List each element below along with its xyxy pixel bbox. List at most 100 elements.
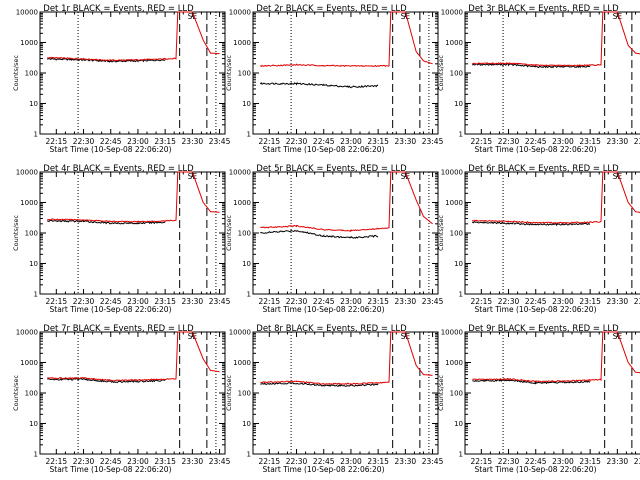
x-axis-label: Start Time (10-Sep-08 22:06:20) (263, 305, 385, 314)
y-tick-label: 1 (247, 291, 251, 299)
y-tick-label: 1 (34, 291, 38, 299)
x-tick-label: 23:30 (182, 297, 204, 306)
x-tick-label: 22:45 (313, 457, 335, 466)
y-tick-label: 10 (29, 260, 38, 268)
y-axis-label: Counts/sec (12, 375, 20, 411)
events-series-line (46, 219, 166, 225)
lld-series-line (47, 331, 220, 382)
y-tick-label: 10000 (441, 9, 463, 17)
x-tick-label: 22:45 (100, 297, 122, 306)
x-tick-label: 22:30 (286, 297, 308, 306)
events-series-line (471, 62, 591, 69)
x-tick-label: 23:00 (552, 137, 574, 146)
y-axis-label: Counts/sec (437, 215, 445, 251)
lld-series-line (259, 11, 433, 68)
y-tick-label: 10 (242, 100, 251, 108)
y-tick-label: 1 (459, 131, 463, 139)
x-tick-label: 23:15 (579, 297, 601, 306)
y-axis-label: Counts/sec (437, 375, 445, 411)
panel-det-6: Det 6r BLACK = Events, RED = LLD Counts/s… (437, 164, 640, 314)
panel-det-2: Det 2r BLACK = Events, RED = LLD Counts/s… (225, 4, 444, 154)
y-tick-label: 1000 (20, 39, 38, 47)
y-tick-label: 10000 (16, 169, 38, 177)
x-axis-label: Start Time (10-Sep-08 22:06:20) (475, 145, 597, 154)
panel-det-7: Det 7r BLACK = Events, RED = LLD Counts/s… (12, 324, 231, 474)
lld-series-line (260, 171, 433, 233)
plot-frame (464, 331, 640, 455)
x-tick-label: 22:15 (46, 297, 68, 306)
y-tick-label: 10 (29, 420, 38, 428)
x-tick-label: 23:00 (552, 457, 574, 466)
se-marker: SE (188, 12, 198, 21)
x-tick-label: 23:15 (154, 297, 176, 306)
y-tick-label: 10000 (16, 9, 38, 17)
x-tick-label: 22:30 (498, 137, 520, 146)
x-axis-label: Start Time (10-Sep-08 22:06:20) (50, 305, 172, 314)
x-tick-label: 22:30 (498, 457, 520, 466)
se-marker: SE (401, 172, 411, 181)
x-tick-label: 23:45 (422, 297, 444, 306)
x-tick-label: 23:30 (607, 297, 629, 306)
y-axis-label: Counts/sec (437, 55, 445, 91)
panel-det-5: Det 5r BLACK = Events, RED = LLD Counts/s… (225, 164, 444, 314)
y-tick-label: 1 (459, 451, 463, 459)
x-axis-label: Start Time (10-Sep-08 22:06:20) (475, 305, 597, 314)
x-tick-label: 22:15 (46, 457, 68, 466)
se-marker: SE (188, 172, 198, 181)
x-tick-label: 22:45 (525, 137, 547, 146)
panel-det-4: Det 4r BLACK = Events, RED = LLD Counts/s… (12, 164, 231, 314)
x-tick-label: 22:30 (73, 137, 95, 146)
y-tick-label: 10 (242, 260, 251, 268)
x-tick-label: 22:45 (525, 297, 547, 306)
y-axis-label: Counts/sec (225, 215, 233, 251)
x-tick-label: 23:15 (579, 457, 601, 466)
lld-series-line (47, 171, 220, 224)
x-tick-label: 23:45 (209, 297, 231, 306)
x-tick-label: 23:45 (422, 457, 444, 466)
y-tick-label: 1 (459, 291, 463, 299)
x-tick-label: 22:15 (259, 457, 281, 466)
x-tick-label: 23:45 (422, 137, 444, 146)
lld-series-line (472, 11, 640, 68)
y-axis-label: Counts/sec (12, 55, 20, 91)
panel-title: Det 3r BLACK = Events, RED = LLD (468, 4, 619, 14)
x-tick-label: 23:15 (154, 457, 176, 466)
plot-frame (252, 171, 439, 295)
x-tick-label: 23:30 (607, 457, 629, 466)
events-series-line (259, 81, 379, 89)
x-tick-label: 22:45 (100, 137, 122, 146)
y-tick-label: 1000 (20, 199, 38, 207)
x-tick-label: 22:45 (525, 457, 547, 466)
x-axis-label: Start Time (10-Sep-08 22:06:20) (50, 145, 172, 154)
x-axis-label: Start Time (10-Sep-08 22:06:20) (50, 465, 172, 474)
y-tick-label: 10 (454, 260, 463, 268)
y-tick-label: 100 (25, 390, 38, 398)
y-tick-label: 1000 (445, 359, 463, 367)
y-tick-label: 10 (242, 420, 251, 428)
x-tick-label: 22:15 (471, 137, 493, 146)
y-tick-label: 1000 (233, 199, 251, 207)
x-tick-label: 23:30 (395, 137, 417, 146)
x-tick-label: 23:15 (154, 137, 176, 146)
x-tick-label: 23:45 (634, 137, 640, 146)
x-tick-label: 22:30 (73, 457, 95, 466)
plot-frame (39, 171, 226, 295)
x-tick-label: 22:30 (73, 297, 95, 306)
y-axis-label: Counts/sec (12, 215, 20, 251)
panel-title: Det 8r BLACK = Events, RED = LLD (256, 324, 407, 334)
x-tick-label: 23:30 (395, 297, 417, 306)
y-tick-label: 100 (450, 390, 463, 398)
x-tick-label: 23:45 (634, 297, 640, 306)
y-tick-label: 10000 (229, 9, 251, 17)
x-tick-label: 22:30 (286, 457, 308, 466)
y-tick-label: 1000 (20, 359, 38, 367)
lld-series-line (47, 11, 220, 62)
panel-det-1: Det 1r BLACK = Events, RED = LLD Counts/s… (12, 4, 231, 154)
x-tick-label: 23:45 (209, 137, 231, 146)
plot-frame (252, 331, 439, 455)
x-axis-label: Start Time (10-Sep-08 22:06:20) (263, 145, 385, 154)
y-tick-label: 10000 (229, 329, 251, 337)
x-tick-label: 23:00 (127, 297, 149, 306)
x-tick-label: 23:15 (579, 137, 601, 146)
lld-series-line (260, 331, 433, 386)
